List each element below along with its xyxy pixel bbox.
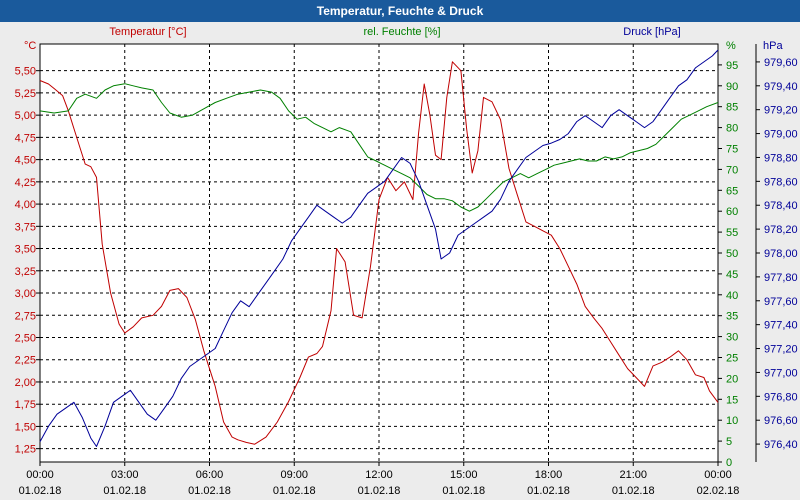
pressure-tick-label: 979,00 — [764, 129, 798, 141]
grid — [40, 44, 718, 462]
temperature-tick-label: 1,50 — [15, 421, 36, 433]
temperature-tick-label: 2,75 — [15, 310, 36, 322]
temperature-tick-label: 5,50 — [15, 66, 36, 78]
humidity-tick-label: 15 — [726, 394, 738, 406]
humidity-tick-label: 20 — [726, 373, 738, 385]
pressure-tick-label: 976,60 — [764, 415, 798, 427]
pressure-tick-label: 978,20 — [764, 224, 798, 236]
temperature-tick-label: 3,25 — [15, 266, 36, 278]
x-tick-time: 15:00 — [450, 469, 478, 481]
chart-title: Temperatur, Feuchte & Druck — [0, 0, 800, 22]
x-tick-time: 03:00 — [111, 469, 139, 481]
temperature-tick-label: 2,25 — [15, 355, 36, 367]
humidity-tick-label: 60 — [726, 206, 738, 218]
humidity-tick-label: 45 — [726, 269, 738, 281]
humidity-unit: % — [726, 40, 736, 52]
pressure-tick-label: 978,60 — [764, 176, 798, 188]
temperature-tick-label: 2,00 — [15, 377, 36, 389]
x-tick-date: 01.02.18 — [273, 485, 316, 497]
humidity-tick-label: 75 — [726, 144, 738, 156]
pressure-tick-label: 979,40 — [764, 81, 798, 93]
series — [39, 49, 719, 447]
axes: 00:00 01.02.18 03:00 01.02.18 06:00 01.02.18 0… — [15, 44, 798, 497]
temperature-tick-label: 1,25 — [15, 444, 36, 456]
temperature-tick-label: 3,00 — [15, 288, 36, 300]
humidity-tick-label: 30 — [726, 332, 738, 344]
temperature-tick-label: 4,50 — [15, 155, 36, 167]
pressure-tick-label: 979,60 — [764, 57, 798, 69]
humidity-tick-label: 90 — [726, 81, 738, 93]
pressure-tick-label: 977,20 — [764, 344, 798, 356]
humidity-tick-label: 35 — [726, 311, 738, 323]
temperature-tick-label: 1,75 — [15, 399, 36, 411]
humidity-tick-label: 40 — [726, 290, 738, 302]
humidity-tick-label: 65 — [726, 185, 738, 197]
humidity-tick-label: 50 — [726, 248, 738, 260]
x-tick-date: 01.02.18 — [527, 485, 570, 497]
pressure-tick-label: 977,40 — [764, 320, 798, 332]
x-tick-date: 01.02.18 — [188, 485, 231, 497]
humidity-tick-label: 95 — [726, 60, 738, 72]
x-tick-date: 01.02.18 — [103, 485, 146, 497]
pressure-tick-label: 977,60 — [764, 296, 798, 308]
x-tick-time: 12:00 — [365, 469, 393, 481]
pressure-axis-title: Druck [hPa] — [623, 26, 680, 38]
pressure-tick-label: 976,80 — [764, 391, 798, 403]
temperature-unit: °C — [24, 40, 36, 52]
pressure-tick-label: 978,00 — [764, 248, 798, 260]
series-line-pressure — [39, 49, 719, 447]
series-line-temperature — [39, 61, 719, 445]
humidity-axis-title: rel. Feuchte [%] — [363, 26, 440, 38]
temperature-tick-label: 5,00 — [15, 110, 36, 122]
chart: 00:00 01.02.18 03:00 01.02.18 06:00 01.02.18 0… — [15, 26, 798, 497]
temperature-tick-label: 5,25 — [15, 88, 36, 100]
humidity-tick-label: 85 — [726, 102, 738, 114]
x-tick-date: 01.02.18 — [19, 485, 62, 497]
humidity-tick-label: 10 — [726, 415, 738, 427]
x-tick-time: 06:00 — [196, 469, 224, 481]
humidity-tick-label: 5 — [726, 436, 732, 448]
pressure-tick-label: 977,80 — [764, 272, 798, 284]
temperature-tick-label: 4,75 — [15, 132, 36, 144]
x-tick-date: 01.02.18 — [358, 485, 401, 497]
temperature-tick-label: 3,50 — [15, 244, 36, 256]
x-tick-time: 09:00 — [280, 469, 308, 481]
pressure-tick-label: 976,40 — [764, 439, 798, 451]
x-tick-time: 18:00 — [535, 469, 563, 481]
pressure-tick-label: 977,00 — [764, 367, 798, 379]
temperature-tick-label: 2,50 — [15, 332, 36, 344]
pressure-unit: hPa — [763, 40, 783, 52]
temperature-tick-label: 4,25 — [15, 177, 36, 189]
x-tick-time: 00:00 — [26, 469, 54, 481]
pressure-tick-label: 978,40 — [764, 200, 798, 212]
humidity-tick-label: 0 — [726, 457, 732, 469]
pressure-tick-label: 979,20 — [764, 105, 798, 117]
series-line-humidity — [39, 83, 719, 212]
x-tick-date: 01.02.18 — [612, 485, 655, 497]
x-tick-date: 01.02.18 — [442, 485, 485, 497]
pressure-tick-label: 978,80 — [764, 152, 798, 164]
x-tick-time: 00:00 — [704, 469, 732, 481]
humidity-tick-label: 25 — [726, 353, 738, 365]
temperature-axis-title: Temperatur [°C] — [109, 26, 186, 38]
temperature-tick-label: 4,00 — [15, 199, 36, 211]
humidity-tick-label: 55 — [726, 227, 738, 239]
temperature-tick-label: 3,75 — [15, 221, 36, 233]
x-tick-time: 21:00 — [619, 469, 647, 481]
humidity-tick-label: 70 — [726, 164, 738, 176]
humidity-tick-label: 80 — [726, 123, 738, 135]
x-tick-date: 02.02.18 — [697, 485, 740, 497]
